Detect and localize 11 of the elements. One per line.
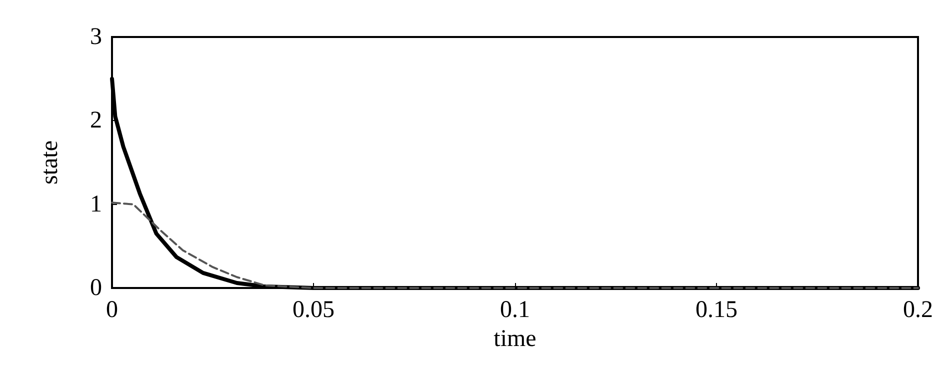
y-tick-label: 3 <box>90 24 102 50</box>
x-tick-label: 0.05 <box>292 297 334 323</box>
x-tick-label: 0.15 <box>696 297 738 323</box>
x-axis-title: time <box>494 326 536 352</box>
y-axis-title: state <box>37 140 63 184</box>
y-tick-label: 1 <box>90 191 102 218</box>
y-tick-label: 0 <box>90 275 102 301</box>
y-tick-label: 2 <box>90 108 102 134</box>
x-tick-label: 0.2 <box>903 297 933 323</box>
x-tick-label: 0.1 <box>500 297 530 323</box>
x-tick-label: 0 <box>106 297 118 323</box>
